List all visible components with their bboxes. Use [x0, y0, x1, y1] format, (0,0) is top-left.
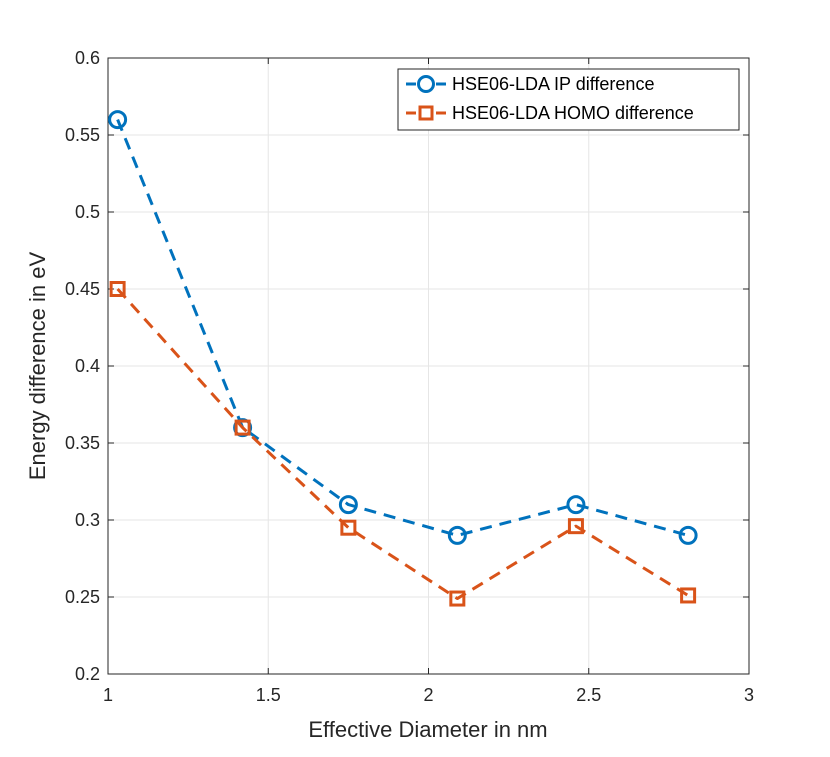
legend-marker	[417, 75, 435, 93]
data-point	[680, 587, 697, 604]
y-tick-label: 0.2	[75, 664, 100, 684]
data-point	[566, 495, 586, 515]
y-axis-label: Energy difference in eV	[25, 252, 50, 481]
data-point	[449, 590, 466, 607]
data-point	[108, 110, 128, 130]
legend-label: HSE06-LDA IP difference	[452, 74, 654, 94]
x-axis-label: Effective Diameter in nm	[308, 717, 547, 742]
y-tick-label: 0.3	[75, 510, 100, 530]
x-tick-label: 2	[423, 685, 433, 705]
x-tick-label: 1.5	[256, 685, 281, 705]
legend-marker	[418, 105, 434, 121]
x-tick-label: 1	[103, 685, 113, 705]
series-1	[108, 110, 698, 545]
legend-entry: HSE06-LDA IP difference	[406, 74, 654, 94]
y-tick-label: 0.55	[65, 125, 100, 145]
ticks: 1 1.5 2 2.5 3 0.2 0.25 0.3 0.35 0.4 0.45 0.5 0.55 0.6	[65, 48, 754, 705]
data-point	[338, 495, 358, 515]
x-tick-label: 2.5	[576, 685, 601, 705]
y-tick-label: 0.4	[75, 356, 100, 376]
legend-label: HSE06-LDA HOMO difference	[452, 103, 694, 123]
series-line	[116, 119, 689, 537]
data-point	[109, 281, 126, 297]
y-tick-label: 0.25	[65, 587, 100, 607]
y-tick-label: 0.35	[65, 433, 100, 453]
legend: HSE06-LDA IP difference HSE06-LDA HOMO di…	[397, 68, 740, 131]
series	[108, 110, 698, 607]
grid	[108, 58, 749, 674]
series-2	[109, 281, 697, 607]
legend-entry: HSE06-LDA HOMO difference	[406, 103, 694, 123]
x-tick-label: 3	[744, 685, 754, 705]
y-tick-label: 0.5	[75, 202, 100, 222]
data-point	[678, 525, 698, 545]
y-tick-label: 0.6	[75, 48, 100, 68]
series-line	[116, 287, 689, 601]
data-point	[234, 419, 251, 436]
data-point	[567, 518, 584, 535]
data-point	[340, 519, 357, 536]
data-point	[447, 525, 467, 545]
y-tick-label: 0.45	[65, 279, 100, 299]
legend-box	[397, 68, 740, 131]
